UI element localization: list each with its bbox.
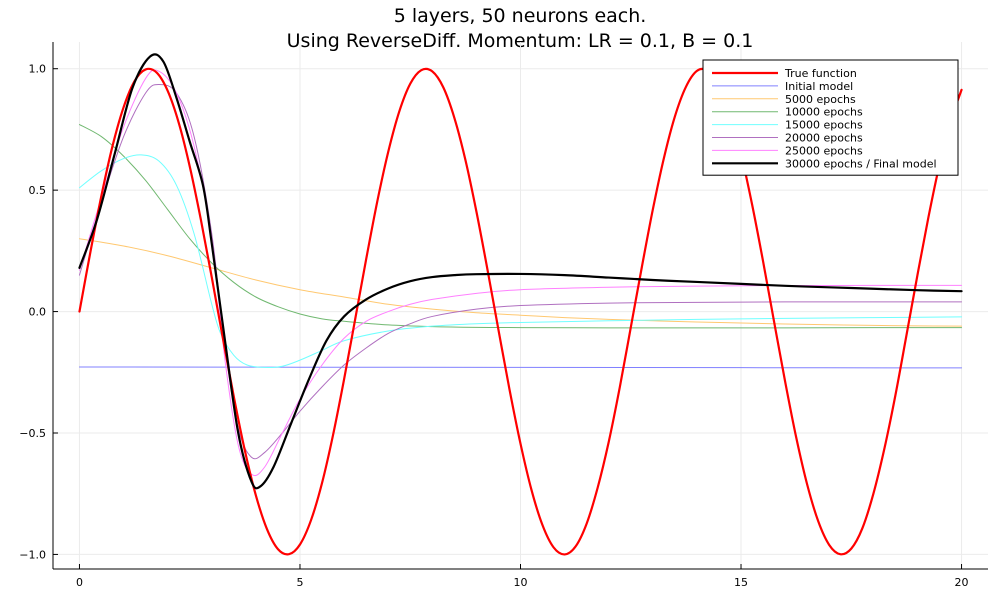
x-tick-label-4: 20 — [955, 576, 969, 589]
y-tick-label-3: 0.5 — [29, 184, 47, 197]
legend-label-1: Initial model — [785, 80, 853, 93]
series-line-4 — [78, 154, 963, 368]
series-lines — [78, 53, 963, 556]
legend-box — [702, 59, 959, 176]
y-tick-label-1: −0.5 — [19, 427, 46, 440]
y-tick-label-2: 0.0 — [29, 306, 47, 319]
y-tick-label-0: −1.0 — [19, 548, 46, 561]
legend-label-4: 15000 epochs — [785, 119, 863, 132]
legend-label-0: True function — [784, 67, 857, 80]
legend-label-6: 25000 epochs — [785, 144, 863, 157]
legend-label-3: 10000 epochs — [785, 106, 863, 119]
x-tick-label-1: 5 — [296, 576, 303, 589]
chart-title-line-2: Using ReverseDiff. Momentum: LR = 0.1, B… — [287, 30, 754, 52]
series-line-7 — [78, 53, 963, 490]
axes: 0 5 10 15 20 −1.0 −0.5 0.0 0.5 1.0 — [19, 42, 988, 589]
series-line-1 — [78, 366, 963, 369]
series-line-3 — [78, 124, 963, 329]
x-tick-label-2: 10 — [514, 576, 528, 589]
x-tick-label-3: 15 — [734, 576, 748, 589]
legend-label-2: 5000 epochs — [785, 93, 856, 106]
x-tick-label-0: 0 — [76, 576, 83, 589]
series-line-5 — [78, 83, 963, 460]
legend-label-5: 20000 epochs — [785, 132, 863, 145]
y-tick-label-4: 1.0 — [29, 63, 47, 76]
series-line-2 — [78, 238, 963, 327]
legend-label-7: 30000 epochs / Final model — [785, 157, 937, 170]
chart-title-line-1: 5 layers, 50 neurons each. — [394, 5, 647, 27]
